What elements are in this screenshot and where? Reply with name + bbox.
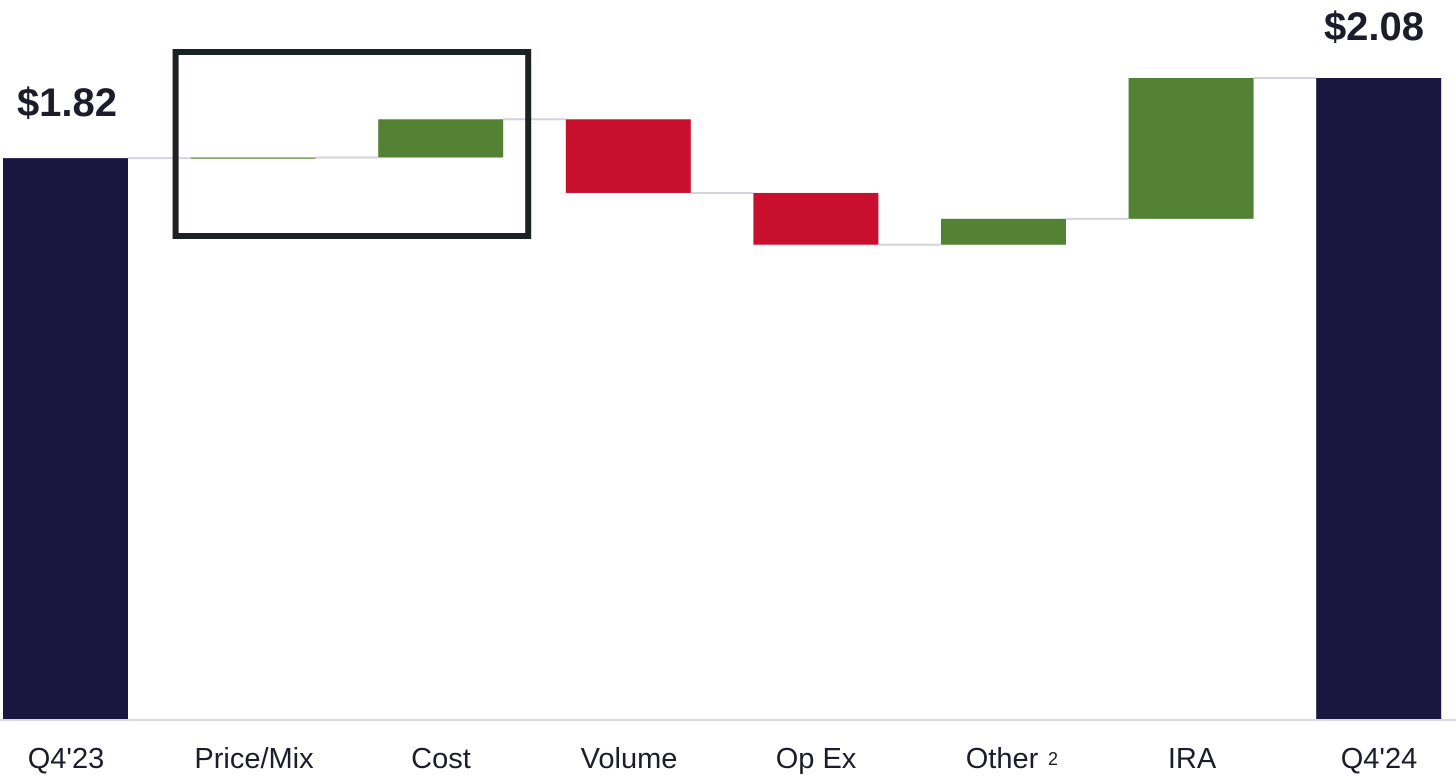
category-label-other-footnote: 2 bbox=[1048, 749, 1058, 769]
category-label-ira: IRA bbox=[1168, 743, 1217, 775]
bar-q4-23 bbox=[3, 158, 128, 719]
bar-ira bbox=[1128, 78, 1254, 219]
bar-volume bbox=[565, 119, 691, 193]
category-label-q4-23: Q4'23 bbox=[28, 743, 104, 775]
total-label-start: $1.82 bbox=[17, 81, 117, 125]
bar-cost bbox=[378, 119, 504, 158]
category-labels: Q4'23 Price/Mix Cost Volume Op Ex Other … bbox=[28, 743, 1417, 775]
bars-group bbox=[3, 78, 1442, 719]
highlight-box bbox=[172, 49, 532, 239]
bar-op-ex bbox=[753, 192, 879, 245]
total-labels-group: $1.82 $2.08 bbox=[17, 5, 1424, 125]
category-label-volume: Volume bbox=[581, 743, 678, 775]
bar-other bbox=[941, 218, 1066, 245]
category-label-q4-24: Q4'24 bbox=[1341, 743, 1417, 775]
total-label-end: $2.08 bbox=[1324, 5, 1424, 49]
bar-price-mix bbox=[190, 157, 316, 159]
category-label-other: Other bbox=[966, 743, 1039, 775]
category-label-cost: Cost bbox=[411, 743, 471, 775]
category-label-price-mix: Price/Mix bbox=[194, 743, 314, 775]
connector-lines bbox=[128, 77, 1317, 246]
bar-q4-24 bbox=[1316, 78, 1442, 719]
category-label-op-ex: Op Ex bbox=[776, 743, 857, 775]
